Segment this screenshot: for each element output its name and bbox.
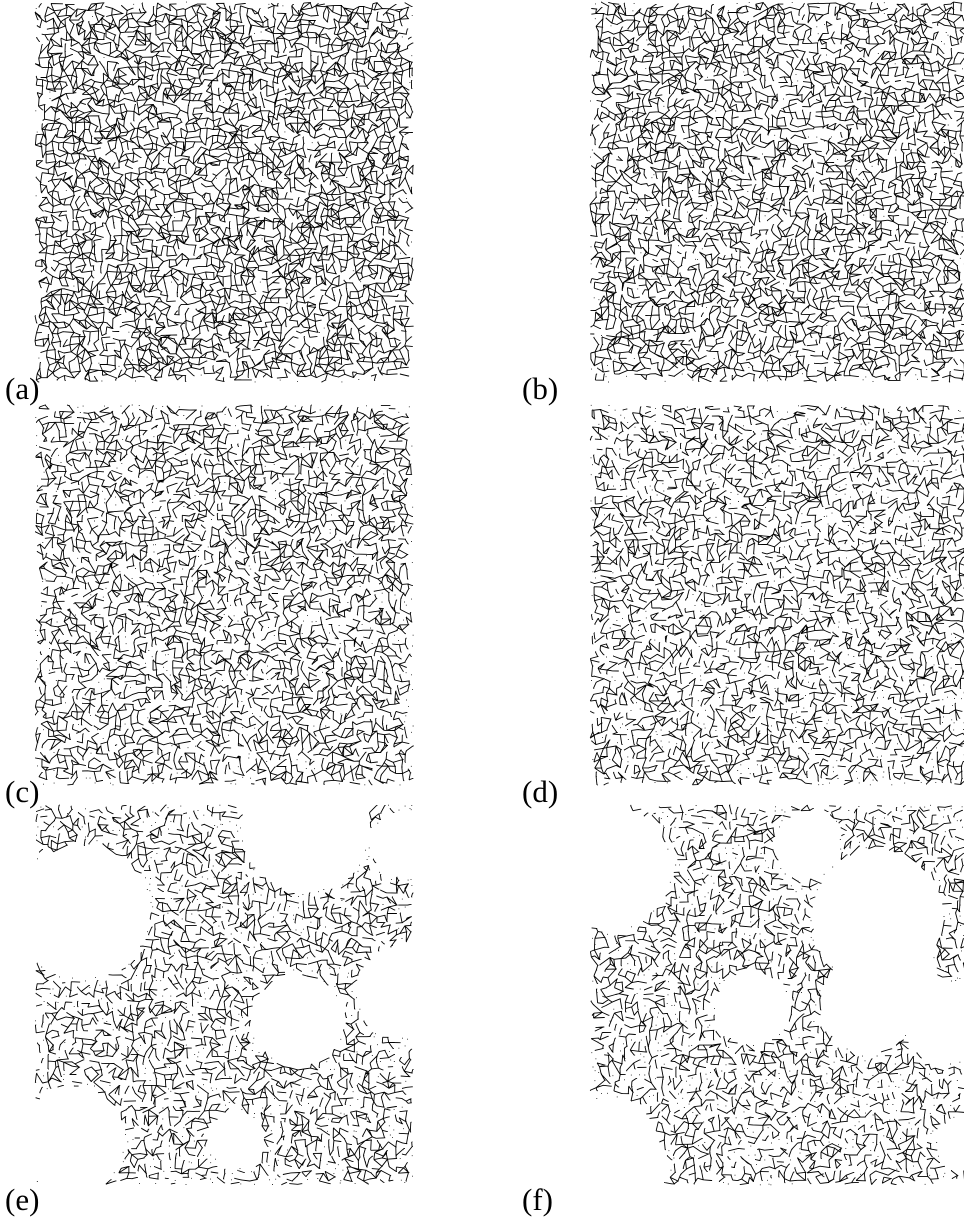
- network-image: [34, 404, 414, 786]
- panel-label: (b): [522, 371, 558, 406]
- network-image: [34, 1, 414, 383]
- panel-label: (d): [522, 774, 558, 809]
- panel-label: (e): [5, 1182, 39, 1217]
- panel-label: (a): [5, 371, 39, 406]
- network-image: [589, 1, 964, 383]
- network-image: [589, 804, 964, 1186]
- network-image: [589, 404, 964, 786]
- network-image: [34, 804, 414, 1186]
- panel-label: (c): [5, 774, 39, 809]
- panel-label: (f): [522, 1182, 553, 1217]
